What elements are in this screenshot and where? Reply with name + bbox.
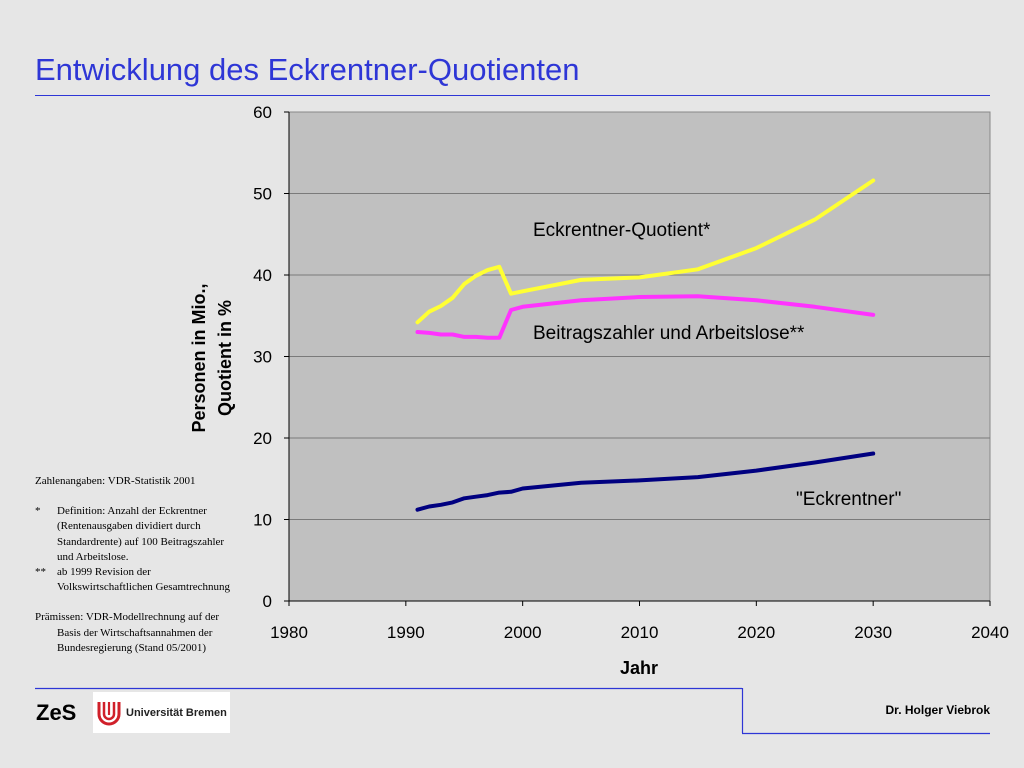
- x-tick-label: 2010: [621, 623, 659, 642]
- footnote-mark-1: *: [35, 505, 41, 518]
- series-label-quotient: Eckrentner-Quotient*: [533, 220, 711, 241]
- premises-note: Prämissen: VDR-Modellrechnung auf der Ba…: [35, 611, 220, 654]
- x-tick-label: 2020: [737, 623, 775, 642]
- footnote-text-1: Definition: Anzahl der Eckrentner (Rente…: [57, 505, 225, 563]
- footnote-revision: ** ab 1999 Revision der Volkswirtschaftl…: [35, 565, 240, 595]
- y-axis-title: Personen in Mio., Quotient in %: [189, 283, 235, 432]
- y-tick-label: 50: [253, 185, 272, 204]
- data-series: [415, 178, 876, 512]
- y-tick-label: 60: [253, 103, 272, 122]
- zes-logo-text: ZeS: [36, 700, 77, 725]
- footnote-definition: * Definition: Anzahl der Eckrentner (Ren…: [35, 504, 240, 565]
- author-name: Dr. Holger Viebrok: [885, 703, 990, 717]
- series-line-0: [415, 178, 876, 325]
- x-tick-label: 2030: [854, 623, 892, 642]
- university-name: Universität Bremen: [126, 706, 227, 719]
- y-tick-label: 10: [253, 511, 272, 530]
- series-line-1: [415, 294, 876, 340]
- source-note: Zahlenangaben: VDR-Statistik 2001: [35, 475, 196, 487]
- y-axis-title-line2: Quotient in %: [215, 300, 235, 416]
- footnote-text-2: ab 1999 Revision der Volkswirtschaftlich…: [57, 566, 231, 594]
- x-axis-title: Jahr: [620, 658, 658, 678]
- x-tick-label: 1990: [387, 623, 425, 642]
- notes-panel: Zahlenangaben: VDR-Statistik 2001 * Defi…: [35, 474, 240, 656]
- university-seal-icon: [97, 701, 121, 725]
- y-tick-label: 0: [263, 592, 272, 611]
- university-logo: Universität Bremen: [93, 692, 230, 733]
- series-label-eckrentner: "Eckrentner": [796, 489, 901, 510]
- x-tick-label: 2040: [971, 623, 1009, 642]
- footnote-mark-2: **: [35, 566, 46, 579]
- series-label-contributors: Beitragszahler und Arbeitslose**: [533, 323, 805, 344]
- y-tick-label: 30: [253, 348, 272, 367]
- y-tick-label: 40: [253, 266, 272, 285]
- series-line-2: [415, 451, 876, 512]
- slide-title: Entwicklung des Eckrentner-Quotienten: [35, 52, 580, 87]
- x-tick-label: 2000: [504, 623, 542, 642]
- y-tick-label: 20: [253, 429, 272, 448]
- y-axis-title-line1: Personen in Mio.,: [189, 283, 209, 432]
- title-underline: [35, 95, 990, 96]
- gridlines: [289, 193, 990, 520]
- series-labels: Eckrentner-Quotient* Beitragszahler und …: [533, 220, 901, 510]
- x-tick-label: 1980: [270, 623, 308, 642]
